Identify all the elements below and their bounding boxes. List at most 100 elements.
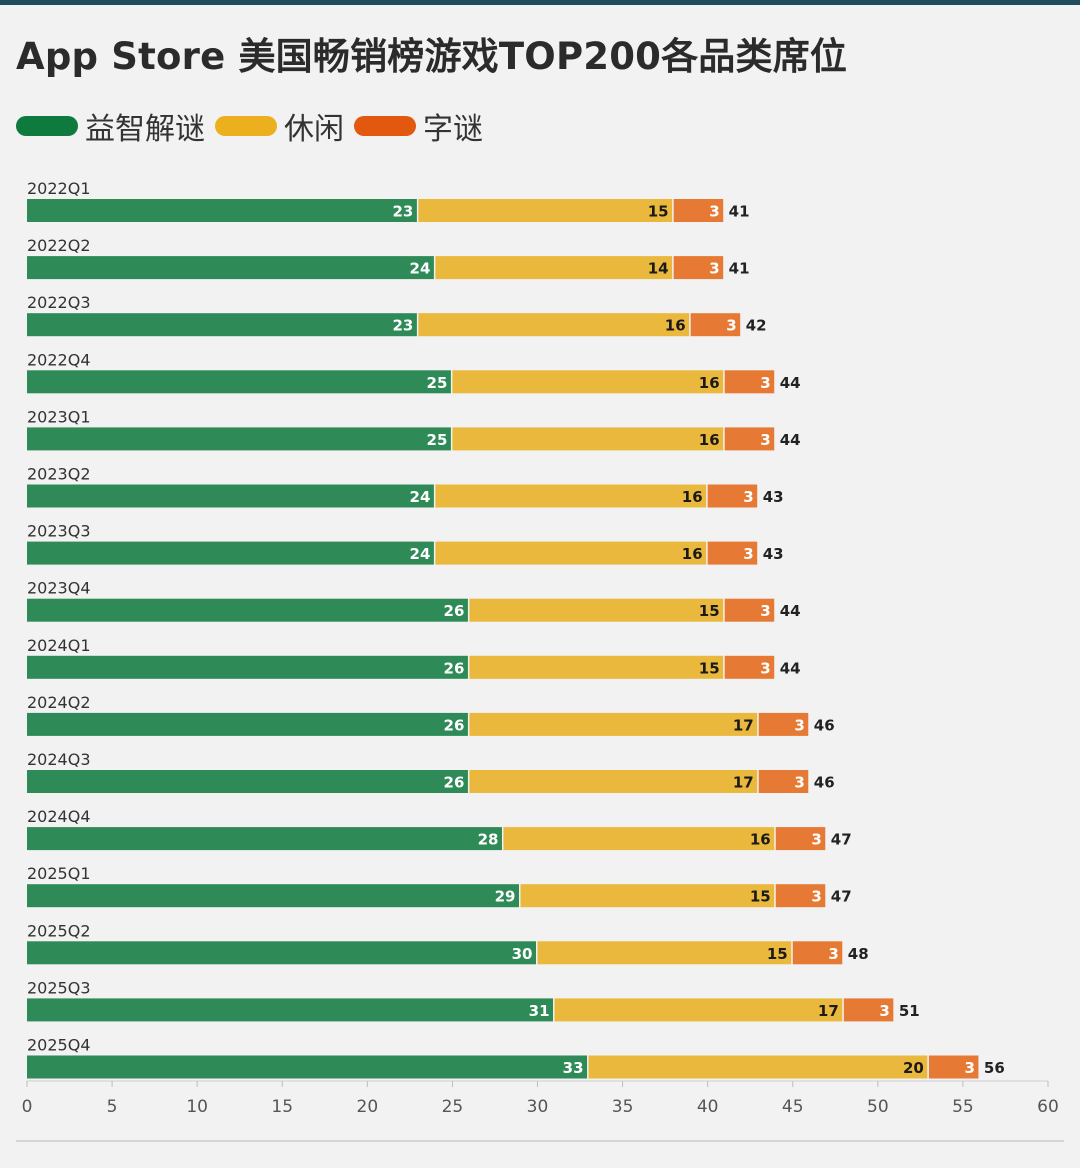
segment-value-label: 25 xyxy=(427,431,448,449)
segment-value-label: 16 xyxy=(699,431,720,449)
segment-value-label: 24 xyxy=(410,545,431,563)
x-axis-tick-label: 25 xyxy=(442,1097,464,1117)
category-label: 2024Q1 xyxy=(27,636,91,655)
category-label: 2024Q2 xyxy=(27,693,91,712)
segment-value-label: 3 xyxy=(726,317,736,335)
segment-value-label: 3 xyxy=(760,602,770,620)
legend-item-puzzle: 益智解谜 xyxy=(16,104,205,148)
bar-segment-casual xyxy=(537,941,792,965)
segment-value-label: 24 xyxy=(410,488,431,506)
bar-segment-puzzle xyxy=(27,998,554,1022)
category-label: 2025Q2 xyxy=(27,921,91,940)
bar-segment-puzzle xyxy=(27,655,468,679)
chart-legend: 益智解谜 休闲 字谜 xyxy=(16,104,493,148)
legend-item-word: 字谜 xyxy=(354,104,483,148)
category-label: 2025Q3 xyxy=(27,978,91,997)
bar-segment-casual xyxy=(469,598,724,622)
bar-segment-word xyxy=(775,827,826,851)
bar-segment-puzzle xyxy=(27,712,468,736)
segment-value-label: 26 xyxy=(444,716,465,734)
bar-segment-casual xyxy=(435,484,707,508)
bar-segment-casual xyxy=(588,1055,928,1079)
segment-value-label: 16 xyxy=(682,488,703,506)
bar-segment-casual xyxy=(469,770,758,793)
segment-value-label: 16 xyxy=(665,317,686,335)
category-label: 2022Q1 xyxy=(27,179,91,198)
x-axis-tick-label: 50 xyxy=(867,1097,889,1117)
x-axis-tick-label: 20 xyxy=(357,1097,379,1117)
segment-value-label: 15 xyxy=(699,659,720,677)
bar-segment-puzzle xyxy=(27,770,468,793)
segment-value-label: 26 xyxy=(444,774,465,792)
total-value-label: 47 xyxy=(831,888,852,906)
category-label: 2023Q1 xyxy=(27,407,91,426)
bar-segment-puzzle xyxy=(27,484,434,508)
segment-value-label: 24 xyxy=(410,260,431,278)
segment-value-label: 3 xyxy=(964,1059,974,1077)
bar-segment-puzzle xyxy=(27,313,417,337)
category-label: 2022Q2 xyxy=(27,236,91,255)
bar-segment-word xyxy=(707,484,758,508)
segment-value-label: 3 xyxy=(760,431,770,449)
x-axis-tick-label: 55 xyxy=(952,1097,974,1117)
segment-value-label: 29 xyxy=(495,888,516,906)
bar-segment-word xyxy=(775,884,826,908)
x-axis-tick-label: 30 xyxy=(527,1097,549,1117)
segment-value-label: 3 xyxy=(760,374,770,392)
total-value-label: 47 xyxy=(831,831,852,849)
total-value-label: 42 xyxy=(746,317,767,335)
bar-segment-casual xyxy=(452,427,724,451)
segment-value-label: 3 xyxy=(743,488,753,506)
bottom-divider xyxy=(16,1140,1064,1142)
category-label: 2023Q3 xyxy=(27,522,91,541)
top-accent-rule xyxy=(0,0,1080,5)
segment-value-label: 3 xyxy=(879,1002,889,1020)
bar-segment-casual xyxy=(418,313,690,337)
segment-value-label: 3 xyxy=(811,888,821,906)
bar-segment-puzzle xyxy=(27,427,451,451)
total-value-label: 44 xyxy=(780,659,801,677)
x-axis-tick-label: 40 xyxy=(697,1097,719,1117)
segment-value-label: 17 xyxy=(818,1002,839,1020)
segment-value-label: 16 xyxy=(699,374,720,392)
segment-value-label: 28 xyxy=(478,831,499,849)
bar-segment-casual xyxy=(418,199,673,222)
segment-value-label: 15 xyxy=(648,203,669,221)
total-value-label: 41 xyxy=(729,260,750,278)
bar-segment-puzzle xyxy=(27,370,451,394)
bar-segment-puzzle xyxy=(27,827,502,851)
legend-swatch-puzzle xyxy=(16,116,78,136)
segment-value-label: 17 xyxy=(733,774,754,792)
bar-segment-word xyxy=(673,256,724,280)
segment-value-label: 3 xyxy=(828,945,838,963)
segment-value-label: 31 xyxy=(529,1002,550,1020)
category-label: 2024Q4 xyxy=(27,807,91,826)
bar-segment-puzzle xyxy=(27,199,417,222)
legend-label-puzzle: 益智解谜 xyxy=(85,112,205,147)
bar-segment-casual xyxy=(469,655,724,679)
x-axis-tick-label: 0 xyxy=(22,1097,33,1117)
segment-value-label: 16 xyxy=(750,831,771,849)
segment-value-label: 3 xyxy=(794,716,804,734)
bar-segment-word xyxy=(928,1055,979,1079)
segment-value-label: 15 xyxy=(767,945,788,963)
bar-segment-word xyxy=(724,427,775,451)
bar-segment-word xyxy=(792,941,843,965)
bar-segment-word xyxy=(707,541,758,565)
legend-label-casual: 休闲 xyxy=(284,112,344,147)
bar-segment-word xyxy=(758,712,809,736)
segment-value-label: 30 xyxy=(512,945,533,963)
bar-segment-word xyxy=(758,770,809,793)
bar-segment-casual xyxy=(452,370,724,394)
x-axis-tick-label: 45 xyxy=(782,1097,804,1117)
total-value-label: 51 xyxy=(899,1002,920,1020)
bar-segment-casual xyxy=(503,827,775,851)
legend-swatch-casual xyxy=(215,116,277,136)
segment-value-label: 20 xyxy=(903,1059,924,1077)
segment-value-label: 15 xyxy=(750,888,771,906)
segment-value-label: 33 xyxy=(563,1059,584,1077)
x-axis-tick-label: 15 xyxy=(271,1097,293,1117)
bar-segment-puzzle xyxy=(27,256,434,280)
x-axis-tick-label: 5 xyxy=(107,1097,118,1117)
